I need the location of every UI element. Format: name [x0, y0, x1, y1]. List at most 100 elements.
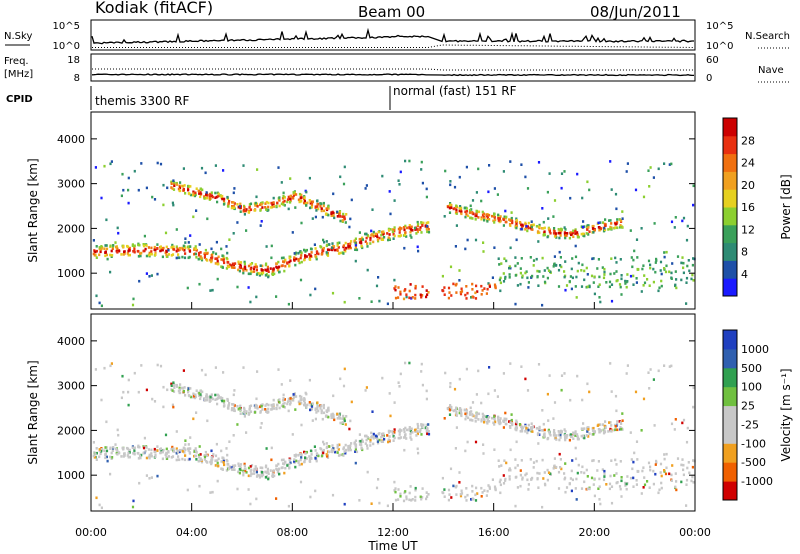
velocity-cell-263 — [192, 392, 195, 396]
velocity-cell-421 — [237, 462, 240, 466]
nsky-label: N.Sky — [4, 31, 32, 42]
velocity-cell-1095 — [458, 408, 461, 412]
power-cell-1188 — [491, 214, 494, 218]
velocity-cell-836 — [343, 419, 346, 423]
power-cell-669 — [298, 200, 301, 204]
power-cell-866 — [360, 239, 363, 243]
power-cell-303 — [205, 258, 208, 261]
power-cell-89 — [131, 244, 134, 247]
velocity-cell-1447 — [575, 498, 578, 501]
velocity-colorbar-label: Velocity [m s⁻¹] — [779, 368, 793, 461]
power-cell-1011 — [416, 245, 419, 249]
power-cell-1179 — [487, 282, 490, 285]
velocity-cell-1061 — [450, 408, 453, 411]
power-cell-1645 — [658, 286, 661, 290]
power-cell-5 — [95, 245, 98, 248]
power-cell-968 — [397, 286, 400, 289]
velocity-cell-617 — [288, 458, 291, 462]
power-cell-1030 — [421, 294, 424, 297]
velocity-cell-723 — [314, 457, 317, 460]
velocity-cell-862 — [354, 461, 357, 465]
velocity-cell-965 — [399, 492, 402, 496]
power-cell-659 — [299, 256, 302, 260]
velocity-cell-352 — [217, 397, 220, 400]
power-cell-1309 — [530, 224, 533, 227]
power-cell-132 — [150, 274, 153, 277]
velocity-cell-14 — [99, 452, 102, 456]
power-cell-504 — [255, 195, 258, 199]
velocity-cell-1215 — [499, 483, 502, 487]
power-cell-881 — [364, 240, 367, 243]
power-cell-459 — [242, 208, 245, 212]
velocity-cell-1645 — [658, 488, 661, 492]
velocity-cell-266 — [195, 389, 198, 392]
power-cell-1436 — [571, 276, 574, 280]
ytick-label-1: 2000 — [57, 222, 85, 235]
power-cell-477 — [247, 210, 250, 214]
velocity-cell-1585 — [621, 419, 624, 422]
power-cell-1079 — [452, 207, 455, 211]
power-cell-108 — [140, 162, 143, 165]
power-cell-216 — [183, 256, 187, 260]
velocity-cell-1316 — [532, 466, 535, 469]
power-cell-1045 — [427, 291, 430, 294]
power-cell-776 — [325, 251, 328, 254]
power-cell-331 — [211, 195, 214, 199]
power-cell-892 — [372, 230, 375, 234]
velocity-cell-107 — [138, 481, 141, 485]
velocity-cell-1163 — [482, 443, 485, 446]
velocity-cell-1260 — [516, 464, 519, 467]
velocity-cell-793 — [332, 413, 335, 417]
velocity-cell-226 — [184, 394, 187, 397]
velocity-cell-481 — [249, 502, 252, 506]
velocity-cell-1666 — [675, 488, 678, 492]
cpid-mode-2: normal (fast) 151 RF — [393, 84, 517, 98]
velocity-cell-324 — [212, 453, 215, 456]
power-cell-119 — [143, 234, 146, 238]
velocity-cell-1445 — [574, 431, 577, 435]
power-cell-1655 — [668, 163, 671, 166]
power-cell-824 — [344, 249, 347, 253]
power-cell-1071 — [447, 286, 451, 290]
velocity-cell-462 — [242, 366, 245, 369]
power-cell-1009 — [416, 228, 419, 231]
velocity-cell-1521 — [597, 460, 600, 463]
power-cell-900 — [370, 229, 373, 233]
velocity-cell-1125 — [469, 418, 472, 422]
velocity-cell-1486 — [586, 475, 589, 478]
power-cell-1135 — [471, 295, 474, 298]
power-cell-1211 — [497, 257, 500, 260]
velocity-cell-1034 — [426, 432, 429, 436]
power-cell-837 — [341, 219, 344, 222]
power-cell-593 — [282, 256, 285, 260]
velocity-cell-952 — [394, 487, 397, 490]
velocity-cell-1052 — [443, 488, 446, 491]
power-cell-1053 — [443, 293, 446, 296]
power-cell-1100 — [460, 287, 463, 291]
power-cell-897 — [370, 233, 373, 236]
power-cell-1000 — [411, 296, 414, 299]
velocity-cell-228 — [182, 389, 185, 393]
power-cell-1284 — [519, 271, 522, 275]
power-cell-665 — [299, 196, 302, 200]
velocity-cell-287 — [199, 393, 202, 396]
power-cell-984 — [404, 288, 407, 291]
velocity-cell-75 — [128, 455, 131, 459]
velocity-cell-1529 — [603, 424, 606, 428]
power-cell-658 — [300, 254, 303, 257]
power-cell-936 — [389, 212, 392, 216]
power-cell-1608 — [635, 238, 639, 241]
power-cell-353 — [217, 192, 220, 196]
velocity-cell-1058 — [449, 404, 452, 407]
power-cell-1605 — [631, 265, 634, 269]
power-cell-196 — [176, 247, 179, 250]
velocity-cell-914 — [380, 440, 383, 443]
power-cell-1643 — [660, 284, 663, 288]
power-cell-906 — [374, 232, 377, 236]
velocity-cell-24 — [98, 503, 101, 507]
velocity-cell-1375 — [553, 429, 556, 432]
power-cell-1052 — [443, 286, 446, 289]
velocity-cell-1546 — [609, 427, 612, 431]
velocity-cell-95 — [133, 371, 136, 375]
velocity-cell-355 — [215, 442, 218, 446]
